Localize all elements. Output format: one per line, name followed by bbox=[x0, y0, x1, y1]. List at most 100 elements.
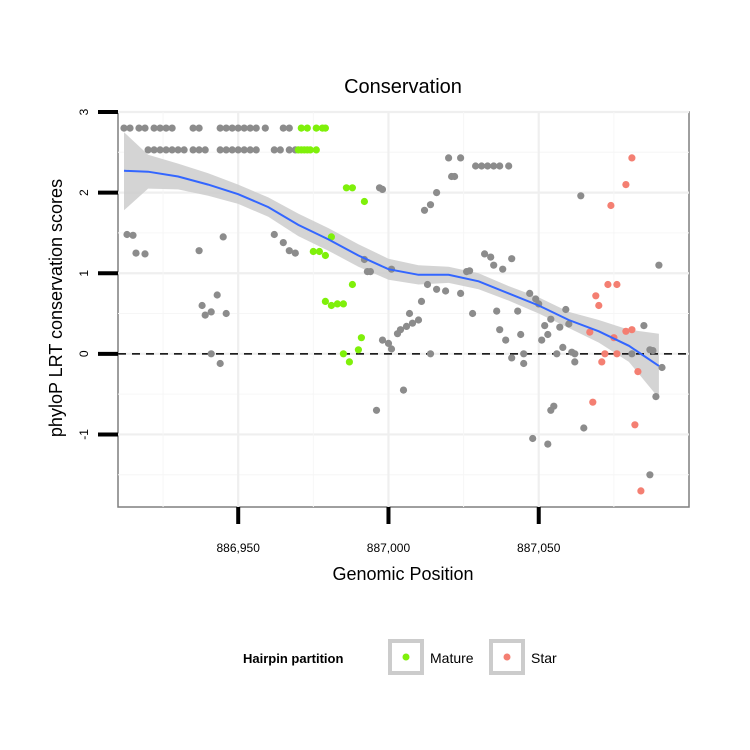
point-other bbox=[580, 424, 588, 432]
point-other bbox=[396, 326, 405, 334]
point-other bbox=[240, 146, 248, 154]
point-other bbox=[195, 146, 203, 154]
y-axis: -1 0 1 2 3 bbox=[77, 108, 118, 440]
point-mature bbox=[333, 300, 341, 308]
point-other bbox=[189, 124, 197, 132]
point-other bbox=[655, 261, 663, 269]
point-other bbox=[168, 146, 176, 154]
chart-title: Conservation bbox=[344, 76, 462, 98]
point-mature bbox=[348, 280, 356, 289]
point-mature bbox=[327, 301, 335, 310]
point-other bbox=[201, 146, 209, 154]
point-other bbox=[571, 350, 579, 358]
point-other bbox=[571, 358, 579, 366]
point-star bbox=[601, 350, 609, 358]
point-other bbox=[405, 309, 414, 318]
point-star bbox=[592, 292, 600, 300]
point-other bbox=[201, 311, 209, 319]
point-other bbox=[387, 345, 396, 353]
legend-marker-star bbox=[503, 653, 511, 661]
point-other bbox=[559, 343, 567, 351]
y-tick-label: 2 bbox=[77, 189, 91, 196]
point-other bbox=[132, 249, 140, 257]
point-other bbox=[174, 146, 182, 154]
point-star bbox=[613, 280, 621, 289]
point-other bbox=[451, 172, 459, 181]
point-other bbox=[478, 162, 486, 170]
point-other bbox=[144, 146, 152, 154]
point-star bbox=[637, 487, 645, 495]
point-other bbox=[366, 268, 374, 276]
legend: Hairpin partition Mature Star bbox=[243, 639, 557, 675]
point-mature bbox=[315, 247, 323, 256]
point-other bbox=[408, 319, 417, 327]
point-other bbox=[240, 124, 248, 132]
point-other bbox=[168, 124, 176, 132]
point-other bbox=[658, 363, 666, 372]
point-other bbox=[228, 146, 236, 154]
point-other bbox=[553, 350, 561, 358]
point-star bbox=[586, 328, 594, 336]
legend-title: Hairpin partition bbox=[243, 651, 343, 666]
point-other bbox=[556, 323, 564, 331]
point-other bbox=[228, 124, 236, 132]
point-other bbox=[529, 434, 537, 443]
legend-label-star: Star bbox=[531, 650, 557, 666]
point-star bbox=[628, 326, 636, 334]
x-tick-label: 887,050 bbox=[517, 541, 561, 555]
x-tick-label: 886,950 bbox=[217, 541, 261, 555]
point-other bbox=[562, 305, 570, 314]
point-other bbox=[544, 330, 552, 339]
point-mature bbox=[357, 334, 365, 342]
point-other bbox=[279, 239, 287, 247]
point-star bbox=[589, 398, 597, 406]
point-other bbox=[198, 301, 206, 310]
point-star bbox=[607, 201, 615, 210]
point-other bbox=[508, 255, 516, 263]
point-other bbox=[126, 124, 134, 132]
point-other bbox=[378, 185, 387, 193]
legend-label-mature: Mature bbox=[430, 650, 474, 666]
point-other bbox=[420, 206, 429, 214]
point-other bbox=[216, 359, 224, 368]
point-other bbox=[484, 162, 492, 170]
legend-marker-mature bbox=[402, 653, 410, 661]
point-other bbox=[490, 162, 498, 170]
y-tick-label: 1 bbox=[77, 270, 91, 277]
point-other bbox=[577, 192, 585, 200]
y-tick-label: 3 bbox=[77, 108, 91, 115]
point-other bbox=[261, 124, 269, 132]
point-mature bbox=[348, 184, 356, 192]
point-other bbox=[423, 280, 432, 289]
y-tick-label: 0 bbox=[77, 350, 91, 357]
point-mature bbox=[342, 184, 350, 192]
point-other bbox=[141, 250, 149, 258]
point-star bbox=[622, 181, 630, 189]
point-other bbox=[402, 322, 411, 330]
point-mature bbox=[321, 124, 329, 132]
point-other bbox=[216, 124, 224, 132]
point-other bbox=[384, 339, 393, 347]
point-other bbox=[433, 285, 441, 293]
point-other bbox=[291, 249, 299, 257]
point-other bbox=[276, 146, 284, 154]
point-other bbox=[649, 347, 657, 355]
confidence-band bbox=[124, 132, 659, 399]
plot-panel bbox=[117, 111, 690, 508]
point-other bbox=[445, 154, 453, 162]
point-other bbox=[216, 146, 224, 154]
point-other bbox=[135, 124, 143, 132]
point-other bbox=[150, 146, 158, 154]
point-other bbox=[213, 291, 221, 299]
point-mature bbox=[306, 146, 314, 154]
point-other bbox=[640, 322, 648, 330]
point-other bbox=[270, 146, 278, 154]
y-tick-label: -1 bbox=[77, 429, 91, 440]
point-mature bbox=[321, 251, 329, 260]
point-other bbox=[162, 146, 170, 154]
point-mature bbox=[339, 300, 347, 308]
point-other bbox=[279, 124, 287, 132]
point-mature bbox=[312, 124, 320, 132]
point-other bbox=[207, 350, 215, 358]
